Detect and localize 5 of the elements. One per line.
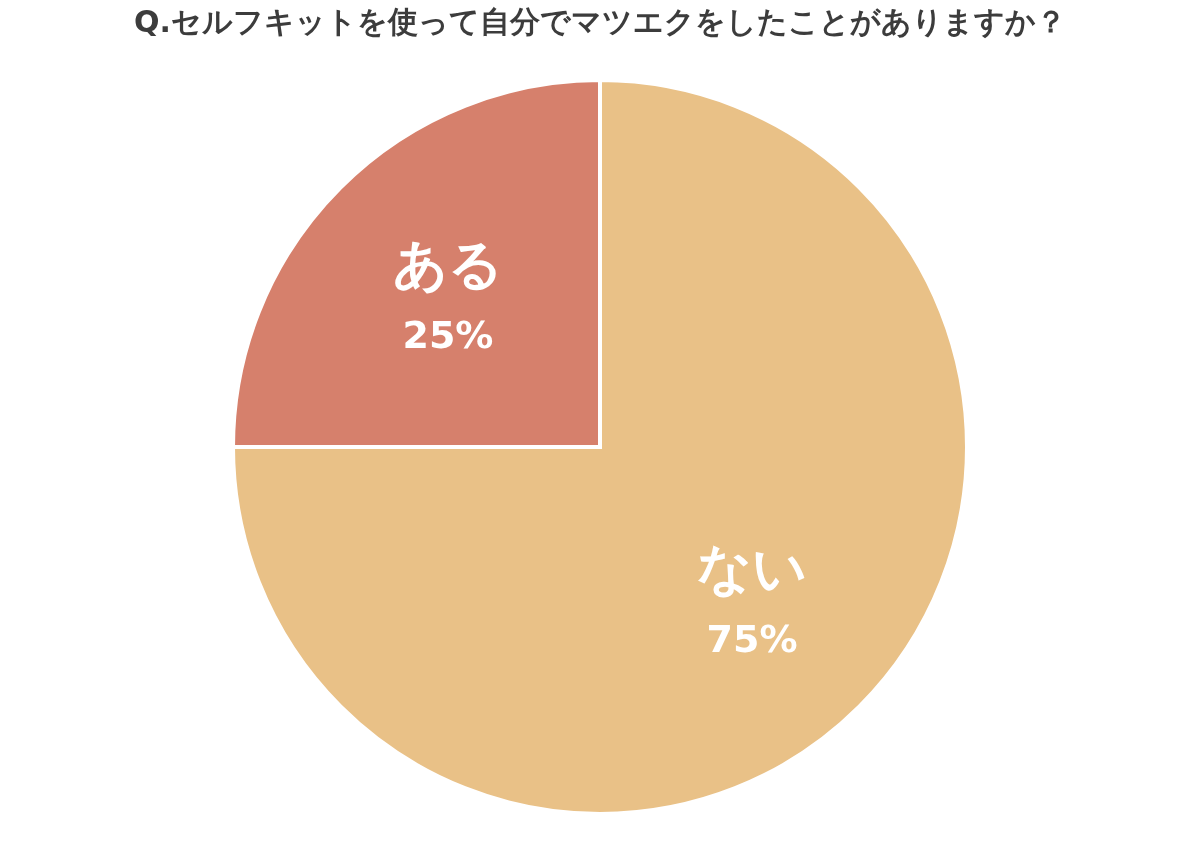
chart-title: Q.セルフキットを使って自分でマツエクをしたことがありますか？: [134, 4, 1066, 39]
data-label: 25%: [402, 312, 494, 357]
data-label: 75%: [706, 617, 798, 662]
slice-label: ない: [697, 537, 808, 601]
slice-label: ある: [392, 232, 503, 296]
